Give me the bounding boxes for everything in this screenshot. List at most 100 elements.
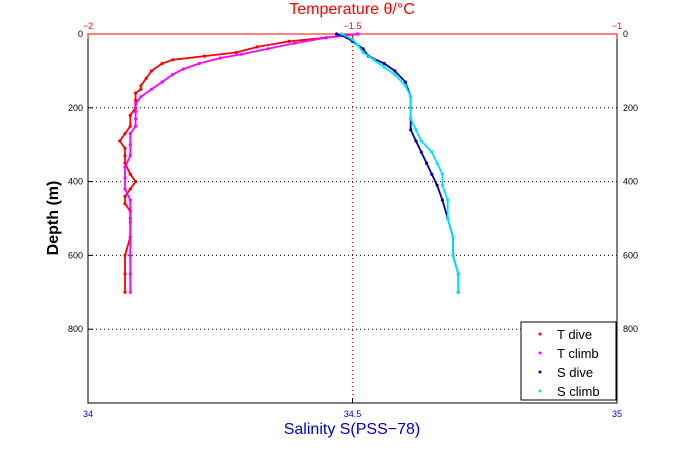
data-point-t-climb [128, 132, 132, 136]
data-point-t-climb [134, 117, 138, 121]
data-point-s-climb [340, 32, 344, 36]
data-point-t-dive [128, 124, 132, 128]
legend-marker-s-dive [538, 370, 542, 374]
data-point-t-dive [123, 154, 127, 158]
data-point-s-climb [440, 172, 444, 176]
data-point-s-dive [440, 198, 444, 202]
data-point-t-climb [197, 61, 201, 66]
data-point-s-dive [430, 172, 434, 176]
data-point-t-climb [266, 47, 270, 51]
legend: T dive T climb S dive S climb [520, 321, 617, 401]
data-point-s-dive [425, 161, 429, 165]
data-point-s-climb [414, 128, 418, 132]
grid-lines [88, 34, 617, 403]
data-point-s-dive [409, 128, 413, 132]
data-point-t-dive [149, 69, 154, 73]
data-point-s-climb [393, 73, 397, 77]
data-point-s-climb [446, 216, 450, 221]
data-point-s-dive [382, 61, 386, 66]
data-point-t-climb [128, 209, 132, 213]
data-point-t-climb [128, 220, 132, 224]
data-point-s-climb [435, 161, 439, 165]
data-point-t-climb [239, 52, 243, 56]
data-point-s-climb [403, 84, 407, 88]
data-point-t-climb [123, 165, 127, 169]
legend-label-s-climb: S climb [557, 384, 600, 399]
data-point-s-climb [451, 235, 455, 239]
data-point-t-dive [123, 194, 127, 198]
data-point-t-dive [139, 84, 143, 88]
data-point-s-climb [361, 50, 365, 55]
data-point-t-climb [181, 67, 185, 71]
data-point-t-climb [128, 154, 132, 158]
data-point-t-dive [255, 45, 259, 49]
depth-tick-label-right: 800 [623, 324, 638, 334]
data-point-t-dive [128, 113, 132, 117]
data-point-s-dive [361, 47, 365, 51]
data-point-s-dive [419, 150, 423, 154]
data-point-s-dive [414, 139, 418, 143]
salinity-tick-label: 35 [612, 409, 622, 419]
data-point-t-climb [218, 56, 222, 60]
data-point-s-climb [350, 37, 355, 42]
data-point-s-climb [456, 290, 460, 294]
temperature-tick-label: −2 [83, 21, 93, 31]
data-point-t-climb [123, 187, 127, 191]
depth-tick-label: 0 [78, 29, 83, 39]
data-point-t-climb [128, 290, 132, 294]
legend-marker-t-dive [538, 332, 542, 336]
data-point-s-climb [419, 139, 423, 143]
depth-tick-label: 400 [68, 177, 83, 187]
data-point-t-climb [149, 87, 154, 91]
legend-box [520, 321, 617, 401]
data-point-t-climb [128, 253, 132, 257]
data-point-t-dive [139, 87, 143, 91]
data-point-t-climb [128, 198, 132, 202]
depth-tick-label: 200 [68, 103, 83, 113]
legend-marker-s-climb [538, 389, 542, 393]
legend-label-s-dive: S dive [557, 365, 593, 380]
data-point-t-climb [128, 235, 132, 239]
data-point-s-climb [440, 183, 444, 187]
depth-tick-label: 800 [68, 324, 83, 334]
data-point-t-dive [287, 39, 291, 44]
data-point-t-dive [123, 253, 127, 257]
data-point-t-dive [234, 50, 238, 55]
data-point-t-climb [128, 143, 132, 147]
depth-tick-label-right: 400 [623, 177, 638, 187]
data-point-t-climb [171, 73, 175, 77]
temperature-axis-label: Temperature θ/°C [289, 1, 415, 18]
data-point-s-climb [446, 198, 450, 202]
data-point-s-climb [356, 43, 360, 47]
data-point-s-climb [456, 272, 460, 276]
depth-tick-label-right: 200 [623, 103, 638, 113]
data-point-s-climb [382, 65, 386, 69]
data-point-t-climb [292, 41, 296, 45]
data-point-t-dive [123, 290, 127, 294]
data-point-t-climb [324, 36, 328, 40]
data-point-t-climb [160, 80, 164, 84]
data-point-s-climb [409, 117, 413, 121]
data-point-s-climb [451, 253, 455, 257]
data-point-s-dive [335, 32, 339, 36]
data-point-s-dive [403, 80, 407, 84]
data-point-t-dive [202, 54, 206, 58]
data-point-t-dive [123, 132, 127, 136]
data-point-t-climb [134, 102, 138, 106]
salinity-tick-label: 34 [83, 409, 93, 419]
data-point-s-climb [372, 58, 376, 62]
data-point-s-dive [393, 69, 397, 73]
data-point-t-climb [123, 176, 127, 180]
data-point-s-dive [435, 183, 439, 187]
data-point-s-climb [409, 95, 413, 99]
data-point-t-climb [356, 32, 360, 36]
data-point-t-dive [171, 58, 175, 62]
temperature-tick-label: −1.5 [344, 21, 362, 31]
series-s-climb [340, 32, 460, 294]
data-point-t-dive [118, 139, 122, 143]
legend-marker-t-climb [538, 351, 542, 355]
data-series [118, 32, 460, 294]
legend-label-t-climb: T climb [557, 346, 599, 361]
data-point-t-climb [139, 95, 143, 99]
